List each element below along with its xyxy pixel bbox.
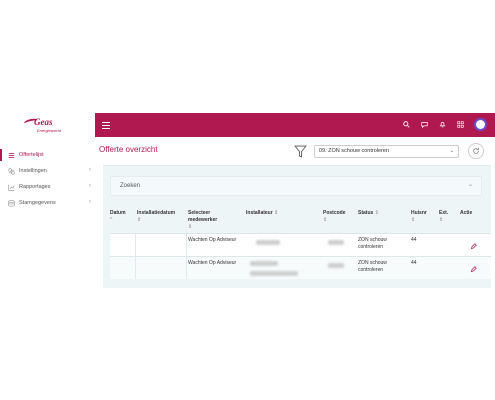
search-panel-header[interactable]: Zoeken ⌄ <box>110 176 482 196</box>
edit-icon[interactable] <box>470 237 477 250</box>
cell-postcode-redacted <box>328 240 344 248</box>
grid-icon[interactable] <box>456 120 465 129</box>
refresh-icon <box>473 147 479 154</box>
sidebar-item-label: Rapportages <box>19 184 51 190</box>
chevron-down-icon: ⌄ <box>449 148 454 154</box>
sidebar-item-label: Offertelijst <box>19 152 44 158</box>
cell-medewerker: Wachten Op Adviseur <box>188 260 237 266</box>
chevron-right-icon: › <box>89 167 91 173</box>
column-header-huisnr[interactable]: Huisnr ⇕ <box>411 210 427 223</box>
sidebar-item-rapportages[interactable]: Rapportages › <box>0 179 95 195</box>
edit-icon[interactable] <box>470 260 477 273</box>
column-header-installateur[interactable]: Installateur ⇕ <box>246 210 279 216</box>
chevron-right-icon: › <box>89 199 91 205</box>
offers-table: Datum ^ Installatiedatum ⇕ Selecteer med… <box>110 210 491 279</box>
search-icon[interactable] <box>402 120 411 129</box>
sidebar-item-label: Instellingen <box>19 168 47 174</box>
cell-status: ZON schouw controleren <box>358 260 387 273</box>
sidebar-item-label: Stamgegevens <box>19 200 56 206</box>
sidebar-item-offertelijst[interactable]: Offertelijst <box>0 147 95 163</box>
list-icon <box>7 151 15 159</box>
table-body: Wachten Op Adviseur ZON schouw controler… <box>110 233 491 279</box>
geas-logo[interactable]: Geas Energiewacht <box>23 117 72 137</box>
refresh-button[interactable] <box>468 143 484 159</box>
chat-icon[interactable] <box>420 120 429 129</box>
chart-icon <box>7 183 15 191</box>
filter-icon[interactable] <box>294 145 307 158</box>
page-title: Offerte overzicht <box>99 145 158 154</box>
cell-status: ZON schouw controleren <box>358 237 387 250</box>
cell-huisnr: 44 <box>411 260 417 266</box>
column-header-postcode[interactable]: Postcode ⇕ <box>323 210 346 223</box>
cell-installateur-redacted <box>250 261 298 279</box>
avatar[interactable] <box>474 118 487 131</box>
cell-huisnr: 44 <box>411 237 417 243</box>
cell-medewerker: Wachten Op Adviseur <box>188 237 237 243</box>
logo-tagline: Energiewacht <box>37 128 62 133</box>
status-filter-select[interactable]: 09. ZON schouw controleren ⌄ <box>314 145 459 158</box>
menu-icon[interactable] <box>102 120 110 130</box>
status-filter-value: 09. ZON schouw controleren <box>319 148 390 154</box>
table-header: Datum ^ Installatiedatum ⇕ Selecteer med… <box>110 210 491 233</box>
overview-panel: Zoeken ⌄ Datum ^ Installatiedatum ⇕ Sele… <box>103 165 491 288</box>
column-header-datum[interactable]: Datum ^ <box>110 210 126 223</box>
bell-icon[interactable] <box>438 120 447 129</box>
chevron-down-icon: ⌄ <box>467 182 473 188</box>
sidebar-item-instellingen[interactable]: Instellingen › <box>0 163 95 179</box>
column-header-actie: Actie <box>460 210 473 216</box>
search-label: Zoeken <box>120 183 141 189</box>
top-bar <box>95 113 495 137</box>
column-header-medewerker[interactable]: Selecteer medewerker ⇕ <box>188 210 218 230</box>
sidebar: Geas Energiewacht Offertelijst Instellin… <box>0 113 95 288</box>
database-icon <box>7 199 15 207</box>
sidebar-item-stamgegevens[interactable]: Stamgegevens › <box>0 195 95 211</box>
logo-name: Geas <box>34 117 53 127</box>
column-header-ext[interactable]: Ext. ⇕ <box>439 210 449 223</box>
top-bar-actions <box>402 118 487 131</box>
main-content: Offerte overzicht 09. ZON schouw control… <box>95 137 495 288</box>
sidebar-nav: Offertelijst Instellingen › Rapportages … <box>0 147 95 211</box>
cell-installateur-redacted <box>256 240 280 248</box>
chevron-right-icon: › <box>89 183 91 189</box>
column-header-status[interactable]: Status ⇕ <box>358 210 379 216</box>
table-row[interactable]: Wachten Op Adviseur ZON schouw controler… <box>110 256 491 279</box>
settings-icon <box>7 167 15 175</box>
table-row[interactable]: Wachten Op Adviseur ZON schouw controler… <box>110 233 491 256</box>
cell-postcode-redacted <box>328 263 344 271</box>
column-header-installatiedatum[interactable]: Installatiedatum ⇕ <box>137 210 176 223</box>
